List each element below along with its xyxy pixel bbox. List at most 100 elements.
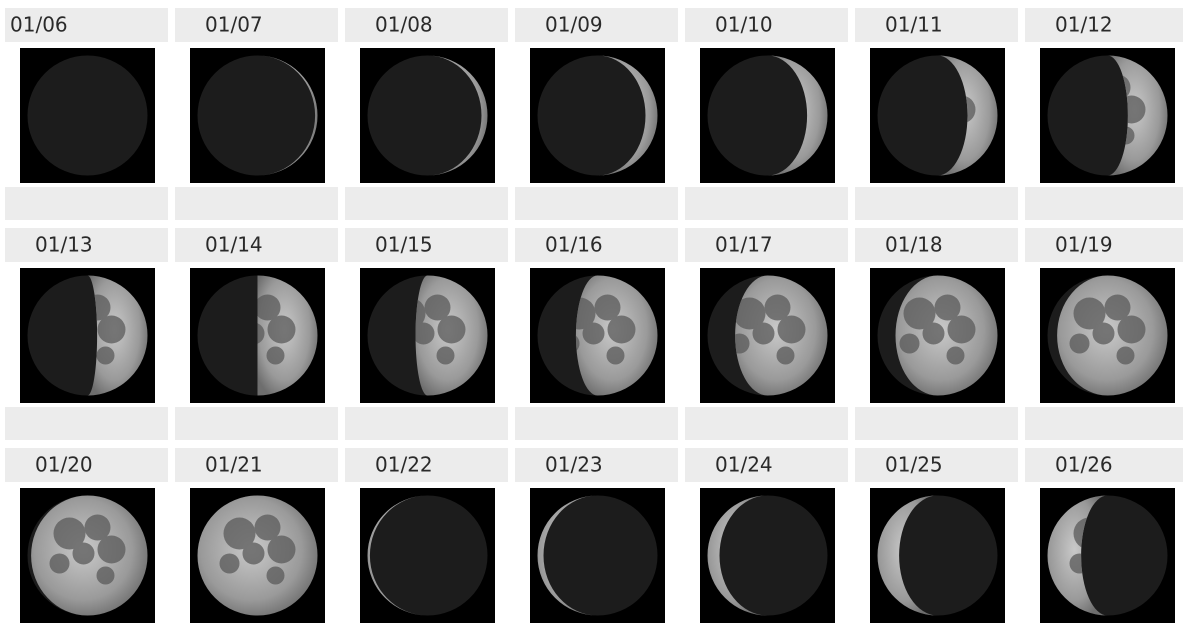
mare bbox=[1104, 294, 1131, 321]
moon-cell: 01/25 bbox=[855, 448, 1018, 623]
mare bbox=[582, 322, 605, 345]
moon-dark bbox=[197, 55, 318, 176]
moon-lit bbox=[877, 495, 938, 616]
moon-maria bbox=[257, 294, 296, 365]
caption-bar bbox=[515, 187, 678, 220]
mare bbox=[437, 315, 466, 344]
caption-bar bbox=[175, 187, 338, 220]
mare bbox=[1092, 322, 1115, 345]
mare bbox=[257, 294, 281, 321]
label-band bbox=[685, 448, 848, 482]
date-label: 01/08 bbox=[375, 13, 433, 37]
mare bbox=[254, 514, 281, 541]
date-label: 01/11 bbox=[885, 13, 943, 37]
moon-dark bbox=[537, 495, 658, 616]
mare bbox=[436, 346, 455, 365]
moon-cell: 01/09 bbox=[515, 8, 678, 220]
label-band bbox=[515, 8, 678, 42]
mare bbox=[49, 553, 70, 574]
label-band bbox=[515, 228, 678, 262]
date-label: 01/24 bbox=[715, 453, 773, 477]
mare bbox=[415, 297, 426, 330]
mare bbox=[97, 535, 126, 564]
moon-dark bbox=[367, 495, 488, 616]
mare bbox=[594, 294, 621, 321]
moon-cell: 01/14 bbox=[175, 228, 338, 440]
caption-bar bbox=[515, 407, 678, 440]
moon-cell: 01/20 bbox=[5, 448, 168, 623]
date-label: 01/15 bbox=[375, 233, 433, 257]
mare bbox=[72, 542, 95, 565]
date-label: 01/17 bbox=[715, 233, 773, 257]
date-label: 01/06 bbox=[10, 13, 68, 37]
label-band bbox=[175, 448, 338, 482]
mare bbox=[53, 517, 86, 550]
moon-cell: 01/08 bbox=[345, 8, 508, 220]
label-band bbox=[175, 228, 338, 262]
caption-bar bbox=[1025, 187, 1183, 220]
moon-cell: 01/21 bbox=[175, 448, 338, 623]
date-label: 01/13 bbox=[35, 233, 93, 257]
date-label: 01/23 bbox=[545, 453, 603, 477]
mare bbox=[96, 346, 115, 365]
mare bbox=[424, 294, 451, 321]
mare bbox=[97, 315, 126, 344]
mare bbox=[606, 346, 625, 365]
label-band bbox=[855, 8, 1018, 42]
date-label: 01/10 bbox=[715, 13, 773, 37]
moon-cell: 01/07 bbox=[175, 8, 338, 220]
date-label: 01/25 bbox=[885, 453, 943, 477]
moon-dark bbox=[367, 55, 488, 176]
caption-bar bbox=[5, 187, 168, 220]
date-label: 01/14 bbox=[205, 233, 263, 257]
date-label: 01/20 bbox=[35, 453, 93, 477]
label-band bbox=[345, 8, 508, 42]
moon-dark bbox=[707, 495, 828, 616]
mare bbox=[607, 315, 636, 344]
moon-maria bbox=[49, 514, 126, 585]
mare bbox=[267, 535, 296, 564]
caption-bar bbox=[175, 407, 338, 440]
caption-bar bbox=[345, 187, 508, 220]
moon-cell: 01/15 bbox=[345, 228, 508, 440]
caption-bar bbox=[855, 187, 1018, 220]
mare bbox=[84, 514, 111, 541]
moon-cell: 01/16 bbox=[515, 228, 678, 440]
moon-dark bbox=[537, 55, 658, 176]
mare bbox=[764, 294, 791, 321]
mare bbox=[242, 542, 265, 565]
label-band bbox=[685, 8, 848, 42]
date-label: 01/09 bbox=[545, 13, 603, 37]
mare bbox=[1117, 315, 1146, 344]
moon-dark bbox=[27, 55, 148, 176]
moon-cell: 01/18 bbox=[855, 228, 1018, 440]
mare bbox=[266, 566, 285, 585]
label-band bbox=[5, 448, 168, 482]
mare bbox=[735, 333, 750, 354]
label-band bbox=[685, 228, 848, 262]
moon-cell: 01/23 bbox=[515, 448, 678, 623]
caption-bar bbox=[5, 407, 168, 440]
date-label: 01/26 bbox=[1055, 453, 1113, 477]
date-label: 01/18 bbox=[885, 233, 943, 257]
mare bbox=[947, 315, 976, 344]
moon-cell: 01/10 bbox=[685, 8, 848, 220]
label-band bbox=[855, 448, 1018, 482]
moon-maria bbox=[219, 514, 296, 585]
mare bbox=[903, 297, 936, 330]
mare bbox=[777, 315, 806, 344]
date-label: 01/12 bbox=[1055, 13, 1113, 37]
moon-dark bbox=[877, 495, 998, 616]
moon-cell: 01/11 bbox=[855, 8, 1018, 220]
label-band bbox=[1025, 448, 1183, 482]
label-band bbox=[5, 8, 168, 42]
mare bbox=[1116, 346, 1135, 365]
mare bbox=[257, 322, 265, 345]
moon-maria bbox=[735, 294, 806, 365]
date-label: 01/07 bbox=[205, 13, 263, 37]
caption-bar bbox=[855, 407, 1018, 440]
moon-dark bbox=[707, 55, 828, 176]
moon-cell: 01/22 bbox=[345, 448, 508, 623]
mare bbox=[575, 297, 596, 330]
